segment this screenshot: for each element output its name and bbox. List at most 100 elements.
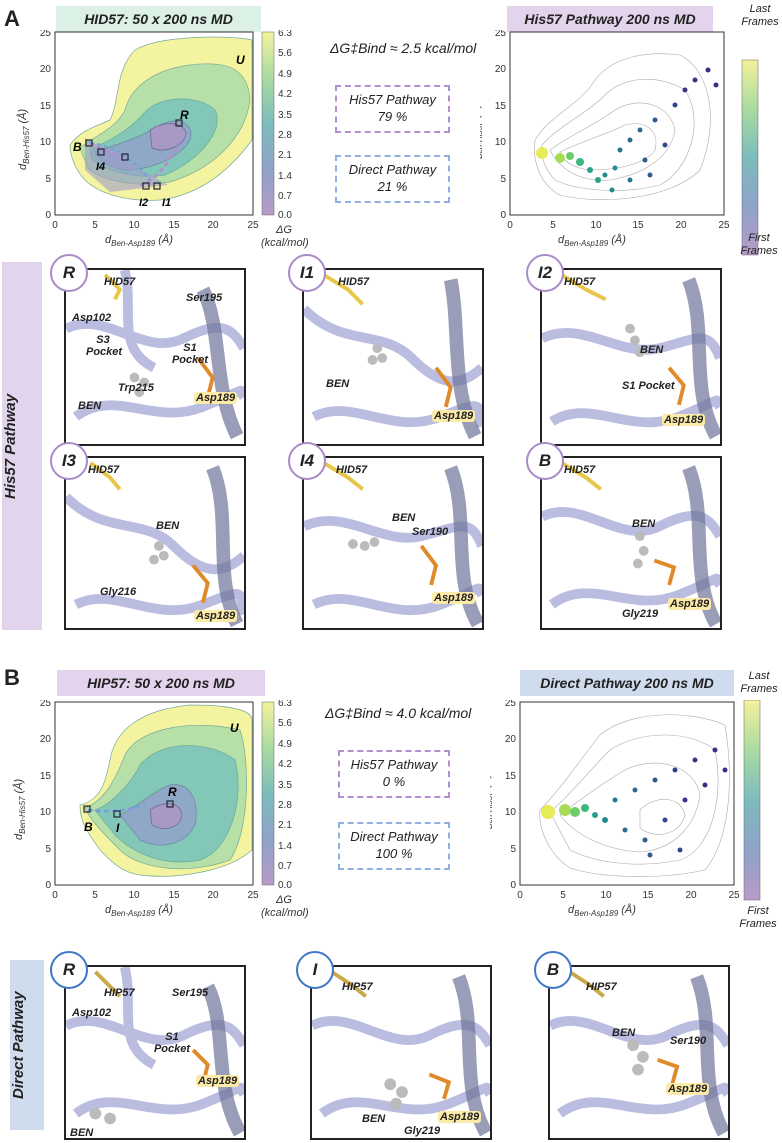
- svg-text:5: 5: [92, 890, 98, 901]
- direct-box-a: Direct Pathway 21 %: [335, 155, 450, 203]
- svg-text:5: 5: [510, 844, 516, 855]
- fes-a-point-i1: I1: [162, 197, 171, 209]
- svg-text:4.9: 4.9: [278, 739, 292, 750]
- svg-text:5: 5: [560, 890, 566, 901]
- svg-text:25: 25: [247, 890, 259, 901]
- badge-a-i3: I3: [50, 442, 88, 480]
- svg-text:20: 20: [40, 64, 52, 75]
- svg-text:5: 5: [500, 174, 506, 185]
- path-a-points: [536, 67, 719, 193]
- path-b-last-frames: Last Frames: [740, 670, 778, 695]
- svg-text:0: 0: [45, 880, 51, 891]
- svg-text:4.2: 4.2: [278, 759, 292, 770]
- svg-text:2.8: 2.8: [278, 800, 292, 811]
- svg-text:20: 20: [675, 220, 687, 231]
- svg-text:5: 5: [45, 174, 51, 185]
- snapshot-a-b: HID57 BEN Gly219 Asp189: [540, 456, 722, 630]
- energy-a: ΔG‡Bind ≈ 2.5 kcal/mol: [330, 40, 477, 56]
- svg-text:10: 10: [505, 807, 517, 818]
- snapshot-b-b: HIP57 BEN Ser190 Asp189: [548, 965, 730, 1140]
- badge-a-r: R: [50, 254, 88, 292]
- svg-text:4.2: 4.2: [278, 89, 292, 100]
- svg-text:3.5: 3.5: [278, 110, 292, 121]
- fes-a-point-u: U: [236, 53, 245, 67]
- fes-b-chart: U R B I 0 5 10 15 20 25 0 5 10 15 20 25 dBen-A…: [12, 700, 309, 919]
- path-b-points: [541, 747, 728, 858]
- fes-a-point-i2: I2: [139, 197, 148, 209]
- badge-a-b: B: [526, 442, 564, 480]
- svg-text:1.4: 1.4: [278, 171, 292, 182]
- svg-text:15: 15: [168, 220, 180, 231]
- svg-text:ΔG: ΔG: [275, 894, 292, 906]
- fes-b-point-i: I: [116, 821, 120, 835]
- snapshot-a-i4: HID57 BEN Ser190 Asp189: [302, 456, 484, 630]
- svg-text:10: 10: [128, 890, 140, 901]
- svg-text:20: 20: [495, 64, 507, 75]
- svg-text:2.8: 2.8: [278, 130, 292, 141]
- svg-text:1.4: 1.4: [278, 841, 292, 852]
- fes-b-point-b: B: [84, 820, 93, 834]
- svg-text:5: 5: [550, 220, 556, 231]
- svg-text:(kcal/mol): (kcal/mol): [261, 907, 309, 919]
- fes-a-point-b: B: [73, 140, 82, 154]
- his57-box-b: His57 Pathway 0 %: [338, 750, 450, 798]
- snapshot-a-i1: HID57 BEN Asp189: [302, 268, 484, 446]
- svg-text:0.0: 0.0: [278, 210, 292, 221]
- svg-text:0.7: 0.7: [278, 191, 292, 202]
- path-b-ylabel: dBen-His57 (Å): [490, 773, 494, 835]
- svg-text:5: 5: [92, 220, 98, 231]
- fes-b-colorbar: [261, 701, 275, 886]
- panel-a-letter: A: [4, 6, 20, 31]
- svg-text:0: 0: [52, 890, 58, 901]
- snapshot-b-r: HIP57 Ser195 Asp102 S1 Pocket Asp189 BEN: [64, 965, 246, 1140]
- fes-b-point-u: U: [230, 721, 239, 735]
- svg-text:20: 20: [685, 890, 697, 901]
- snapshot-b-i: HIP57 BEN Asp189 Gly219: [310, 965, 492, 1140]
- svg-text:25: 25: [505, 700, 517, 709]
- svg-text:20: 20: [207, 220, 219, 231]
- fes-b-title: HIP57: 50 x 200 ns MD: [57, 670, 265, 696]
- svg-text:25: 25: [718, 220, 730, 231]
- svg-text:5: 5: [45, 844, 51, 855]
- svg-text:20: 20: [505, 734, 517, 745]
- path-a-xlabel: dBen-Asp189 (Å): [558, 233, 626, 248]
- path-a-last-frames: Last Frames: [741, 3, 779, 28]
- svg-text:15: 15: [40, 771, 52, 782]
- energy-b: ΔG‡Bind ≈ 4.0 kcal/mol: [325, 705, 472, 721]
- path-a-title: His57 Pathway 200 ns MD: [507, 6, 713, 32]
- fes-a-ylabel: dBen-His57 (Å): [16, 108, 31, 170]
- path-a-colorbar: [741, 59, 759, 256]
- svg-text:ΔG: ΔG: [275, 224, 292, 236]
- svg-text:20: 20: [40, 734, 52, 745]
- svg-text:20: 20: [207, 890, 219, 901]
- path-b-title: Direct Pathway 200 ns MD: [520, 670, 734, 696]
- svg-text:10: 10: [128, 220, 140, 231]
- svg-text:0: 0: [510, 880, 516, 891]
- svg-text:10: 10: [590, 220, 602, 231]
- badge-a-i2: I2: [526, 254, 564, 292]
- svg-text:25: 25: [495, 30, 507, 39]
- path-b-xlabel: dBen-Asp189 (Å): [568, 903, 636, 918]
- svg-text:(kcal/mol): (kcal/mol): [261, 237, 309, 249]
- path-b-chart: 0 5 10 15 20 25 0 5 10 15 20 25 dBen-Asp189 (Å…: [490, 700, 761, 918]
- badge-a-i4: I4: [288, 442, 326, 480]
- svg-text:15: 15: [505, 771, 517, 782]
- fes-b-xlabel: dBen-Asp189 (Å): [105, 903, 173, 918]
- svg-text:10: 10: [40, 137, 52, 148]
- badge-a-i1: I1: [288, 254, 326, 292]
- fes-a-chart: U R B I4 I2 I1 0 5 10 15 20 25 0 5 10 15 20 25…: [16, 30, 309, 249]
- svg-text:0: 0: [507, 220, 513, 231]
- svg-text:10: 10: [40, 807, 52, 818]
- svg-text:5.6: 5.6: [278, 48, 292, 59]
- path-a-chart: 0 5 10 15 20 25 0 5 10 15 20 25 dBen-Asp189 (Å…: [480, 30, 759, 256]
- svg-text:15: 15: [168, 890, 180, 901]
- path-b-first-frames: First Frames: [739, 905, 777, 930]
- fes-a-colorbar: [261, 31, 275, 216]
- badge-b-r: R: [50, 951, 88, 989]
- svg-text:10: 10: [495, 137, 507, 148]
- svg-text:2.1: 2.1: [278, 820, 292, 831]
- svg-text:0: 0: [45, 210, 51, 221]
- svg-text:6.3: 6.3: [278, 700, 292, 709]
- path-a-first-frames: First Frames: [740, 232, 778, 257]
- path-a-ylabel: dBen-His57 (Å): [480, 103, 484, 165]
